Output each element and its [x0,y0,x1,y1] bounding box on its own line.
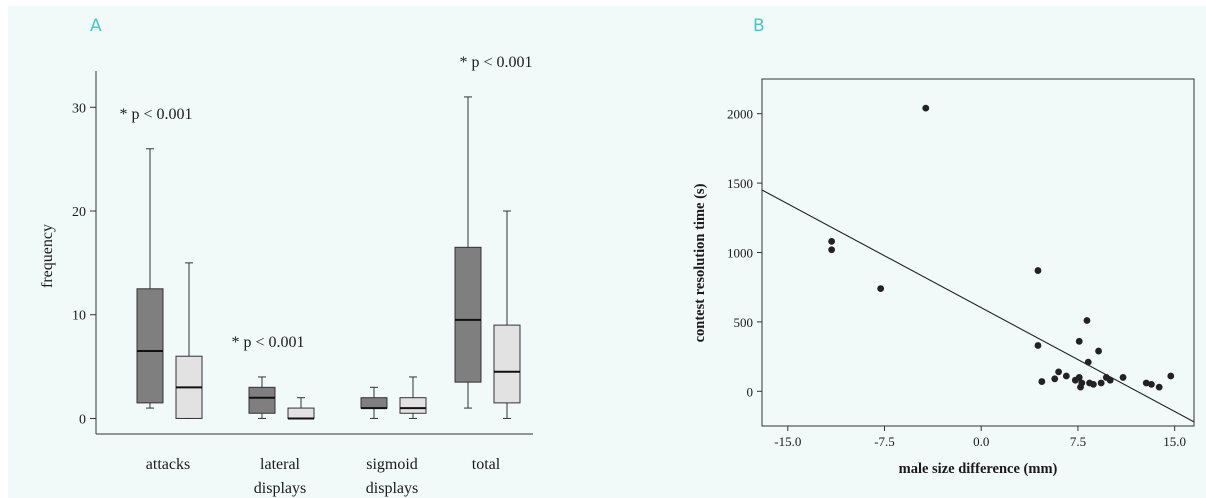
data-point [922,104,930,112]
y-tick-label: 1000 [727,246,753,261]
x-tick-label: sigmoid [366,456,418,473]
box-iqr [136,288,164,404]
data-point [1034,267,1042,274]
significance-annotation: * p < 0.001 [459,54,532,71]
panel-b-label: B [753,16,765,36]
data-point [1034,342,1042,349]
data-point [1083,317,1091,324]
data-point [1119,374,1127,381]
x-tick-label: -7.5 [874,434,895,449]
y-axis-label: frequency [39,224,56,288]
box-iqr [493,324,521,404]
data-point [1055,368,1062,376]
box-iqr [399,397,427,414]
data-point [828,246,836,254]
x-tick-label: 0.0 [973,434,989,449]
y-tick-label: 10 [72,309,86,324]
x-tick-label: 7.5 [1070,434,1086,449]
y-tick-label: 500 [734,315,754,330]
data-point [1090,380,1097,388]
y-axis-label: contest resolution time (s) [692,183,708,342]
figure-background: A B frequency 0 10 20 30 * p < 0.001 attacks *… [8,6,1206,498]
data-point [1051,375,1059,383]
y-tick-label: 20 [72,205,86,220]
data-point [828,237,836,245]
x-axis-label: male size difference (mm) [899,461,1058,477]
regression-line [761,189,1195,423]
data-point [1075,374,1083,381]
data-point [1155,383,1163,391]
data-point [1084,358,1092,366]
box-plot-chart: frequency 0 10 20 30 * p < 0.001 attacks * p <… [39,54,533,497]
data-point [1095,347,1102,355]
y-tick-label: 0 [79,412,86,427]
y-tick-label: 2000 [727,107,753,122]
plot-frame [761,78,1195,427]
data-point [1062,372,1070,380]
scatter-plot-chart: contest resolution time (s) male size di… [692,78,1195,477]
box-iqr [454,246,482,383]
y-tick-label: 0 [747,384,754,399]
x-tick-label: total [472,456,501,473]
data-point [1106,376,1114,384]
data-point [1075,337,1083,345]
x-tick-label: 15.0 [1163,434,1186,449]
x-tick-label: -15.0 [774,434,801,449]
data-point [1142,379,1150,387]
data-point [1038,378,1046,385]
y-tick-label: 30 [72,101,86,116]
data-point [1148,380,1155,388]
x-tick-label: displays [254,480,306,497]
box-iqr [248,386,276,414]
data-point [1167,372,1175,380]
x-tick-label: attacks [146,456,190,473]
x-tick-label: lateral [260,456,301,473]
x-tick-label: displays [366,480,418,497]
significance-annotation: * p < 0.001 [231,334,304,351]
panel-a-label: A [90,16,102,36]
data-point [877,285,885,292]
data-point [1097,379,1105,387]
y-tick-label: 1500 [727,176,753,191]
data-point [1077,383,1084,391]
significance-annotation: * p < 0.001 [119,106,192,123]
